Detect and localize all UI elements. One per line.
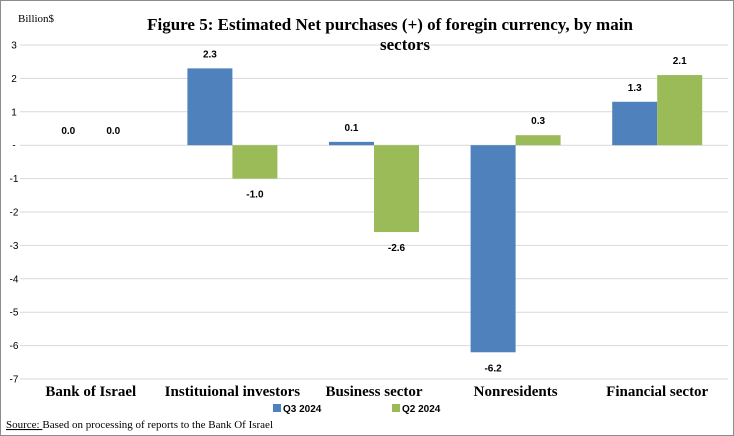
bar-q2-2024-financial-sector <box>657 75 703 146</box>
bar-q2-2024-nonresidents <box>515 135 561 146</box>
y-tick-labels: 3 2 1 - -1 -2 -3 -4 -5 -6 -7 <box>10 41 19 386</box>
bar-q3-2024-business-sector <box>329 141 374 146</box>
y-tick-label: -1 <box>10 174 19 185</box>
bar-q3-2024-nonresidents <box>470 145 516 353</box>
legend-label-q3-2024: Q3 2024 <box>283 404 322 415</box>
bar-q2-2024-instituional-investors <box>232 145 278 179</box>
data-label-q2-2024-nonresidents: 0.3 <box>531 116 545 127</box>
unit-label: Billion$ <box>18 13 55 25</box>
bar-q3-2024-instituional-investors <box>187 68 233 146</box>
y-tick-label: 3 <box>11 41 17 52</box>
category-label-bank-of-israel: Bank of Israel <box>45 384 136 400</box>
grid-lines <box>20 44 728 380</box>
data-label-q2-2024-business-sector: -2.6 <box>388 243 406 254</box>
y-tick-label: -4 <box>10 274 19 285</box>
y-tick-label: - <box>12 141 15 152</box>
data-label-q2-2024-financial-sector: 2.1 <box>673 56 687 67</box>
y-tick-label: 1 <box>11 107 17 118</box>
bars <box>187 68 703 353</box>
legend-swatch-q3-2024 <box>273 404 281 412</box>
data-label-q3-2024-nonresidents: -6.2 <box>484 363 502 374</box>
category-label-financial-sector: Financial sector <box>606 384 708 400</box>
data-labels: 0.0 0.0 2.3 -1.0 0.1 -2.6 -6.2 0.3 1.3 2.1 <box>61 49 687 374</box>
bar-q2-2024-business-sector <box>374 145 419 233</box>
legend: Q3 2024 Q2 2024 <box>273 404 441 415</box>
y-tick-label: -2 <box>10 208 19 219</box>
y-tick-label: 2 <box>11 74 17 85</box>
data-label-q3-2024-instituional-investors: 2.3 <box>203 49 217 60</box>
chart-title-line2: sectors <box>380 35 430 54</box>
bar-q3-2024-financial-sector <box>612 101 658 146</box>
y-tick-label: -5 <box>10 308 19 319</box>
y-tick-label: -6 <box>10 341 19 352</box>
source-text: Based on processing of reports to the Ba… <box>42 419 273 431</box>
category-labels: Bank of Israel Instituional investors Busi… <box>45 384 708 400</box>
category-label-instituional-investors: Instituional investors <box>165 384 301 400</box>
data-label-q3-2024-financial-sector: 1.3 <box>628 83 642 94</box>
data-label-q3-2024-business-sector: 0.1 <box>345 123 359 134</box>
data-label-q3-2024-bank-of-israel: 0.0 <box>61 126 75 137</box>
data-label-q2-2024-bank-of-israel: 0.0 <box>106 126 120 137</box>
legend-label-q2-2024: Q2 2024 <box>402 404 441 415</box>
chart-title-line1: Figure 5: Estimated Net purchases (+) of… <box>147 15 633 34</box>
legend-swatch-q2-2024 <box>392 404 400 412</box>
data-label-q2-2024-instituional-investors: -1.0 <box>246 190 264 201</box>
y-tick-label: -3 <box>10 241 19 252</box>
category-label-business-sector: Business sector <box>325 384 422 400</box>
category-label-nonresidents: Nonresidents <box>474 384 558 400</box>
source-note: Source: Based on processing of reports t… <box>6 419 273 431</box>
y-tick-label: -7 <box>10 375 19 386</box>
source-prefix: Source: <box>6 419 42 431</box>
